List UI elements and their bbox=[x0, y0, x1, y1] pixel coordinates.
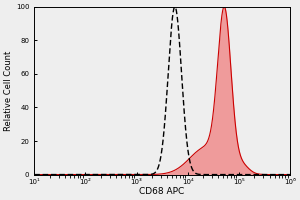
X-axis label: CD68 APC: CD68 APC bbox=[140, 187, 185, 196]
Y-axis label: Relative Cell Count: Relative Cell Count bbox=[4, 50, 13, 131]
